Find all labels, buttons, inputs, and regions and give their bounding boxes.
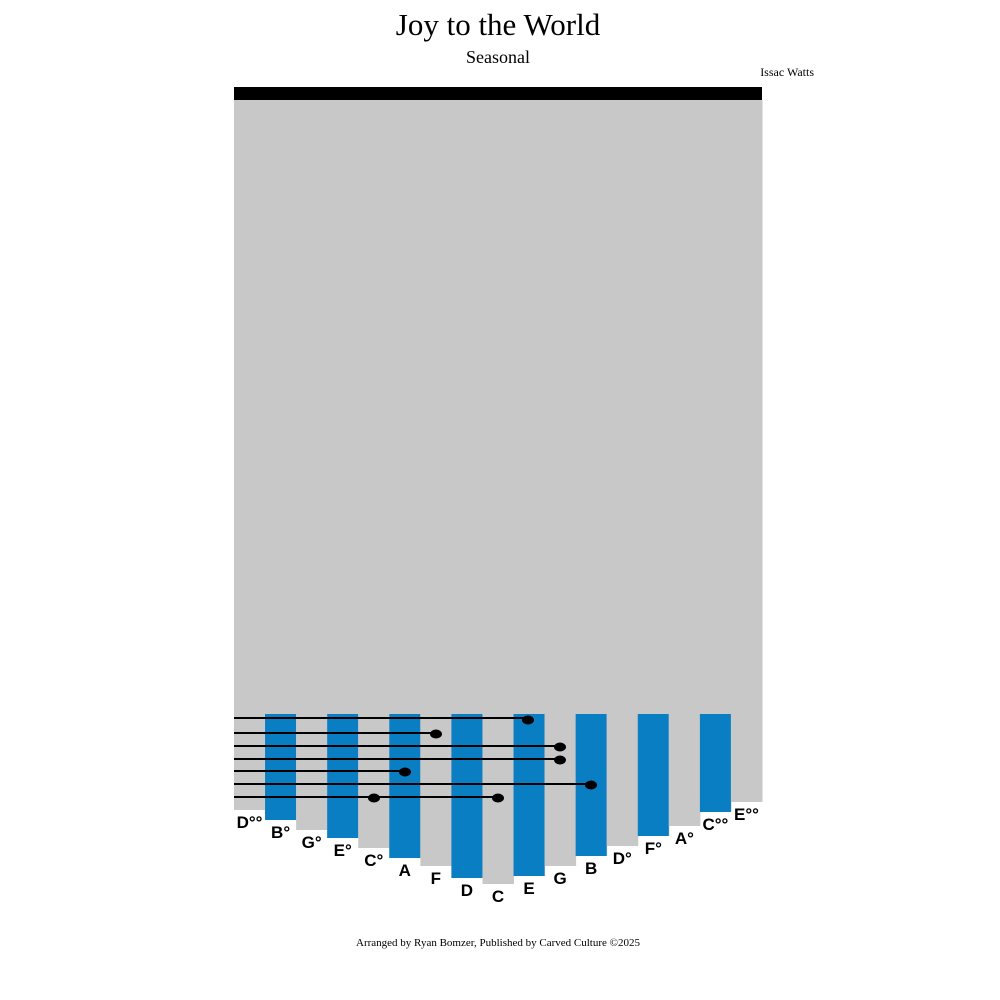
note-dot xyxy=(522,715,534,725)
composer: Issac Watts xyxy=(760,65,814,79)
note-dot xyxy=(554,742,566,752)
note-dot xyxy=(430,729,442,739)
key-label: D xyxy=(461,881,473,900)
tine-gray xyxy=(358,100,390,848)
key-label: D°° xyxy=(237,813,263,832)
note-dot xyxy=(585,780,597,790)
key-label: G° xyxy=(302,833,322,852)
tine-gray xyxy=(420,100,452,866)
key-label: A xyxy=(399,861,411,880)
tine-blue xyxy=(389,714,421,858)
title: Joy to the World xyxy=(396,7,601,42)
header-bar xyxy=(234,87,762,100)
tine-gray xyxy=(699,100,732,812)
key-label: F xyxy=(431,869,441,888)
tine-blue xyxy=(699,714,731,812)
key-label: B° xyxy=(271,823,290,842)
tine-blue xyxy=(637,714,669,836)
note-dot xyxy=(492,793,504,803)
footer: Arranged by Ryan Bomzer, Published by Ca… xyxy=(356,937,640,949)
note-dot xyxy=(554,755,566,765)
tine-blue xyxy=(265,714,297,820)
tine-gray xyxy=(730,100,763,802)
key-label: B xyxy=(585,859,597,878)
tine-gray xyxy=(637,100,670,836)
key-label: E xyxy=(523,879,534,898)
subtitle: Seasonal xyxy=(466,47,530,67)
key-label: E° xyxy=(334,841,352,860)
tines: D°° B° G° E° C° A F D C E GB D° F° A° C°° E°° xyxy=(234,100,763,906)
key-label: C° xyxy=(364,851,383,870)
tine-gray xyxy=(606,100,639,846)
key-label: C xyxy=(492,887,504,906)
key-label: A° xyxy=(675,829,694,848)
key-label: G xyxy=(554,869,567,888)
tine-blue xyxy=(513,714,545,876)
tine-blue xyxy=(327,714,359,838)
tine-gray xyxy=(296,100,328,830)
tine-gray xyxy=(482,100,515,884)
key-label: E°° xyxy=(734,805,759,824)
tine-gray xyxy=(668,100,701,826)
key-label: F° xyxy=(645,839,662,858)
key-label: D° xyxy=(613,849,632,868)
note-dot xyxy=(399,767,411,777)
note-dot xyxy=(368,793,380,803)
tine-gray xyxy=(265,100,297,820)
tine-gray xyxy=(544,100,577,866)
key-label: C°° xyxy=(702,815,728,834)
notes xyxy=(234,715,597,803)
tine-gray xyxy=(234,100,266,810)
